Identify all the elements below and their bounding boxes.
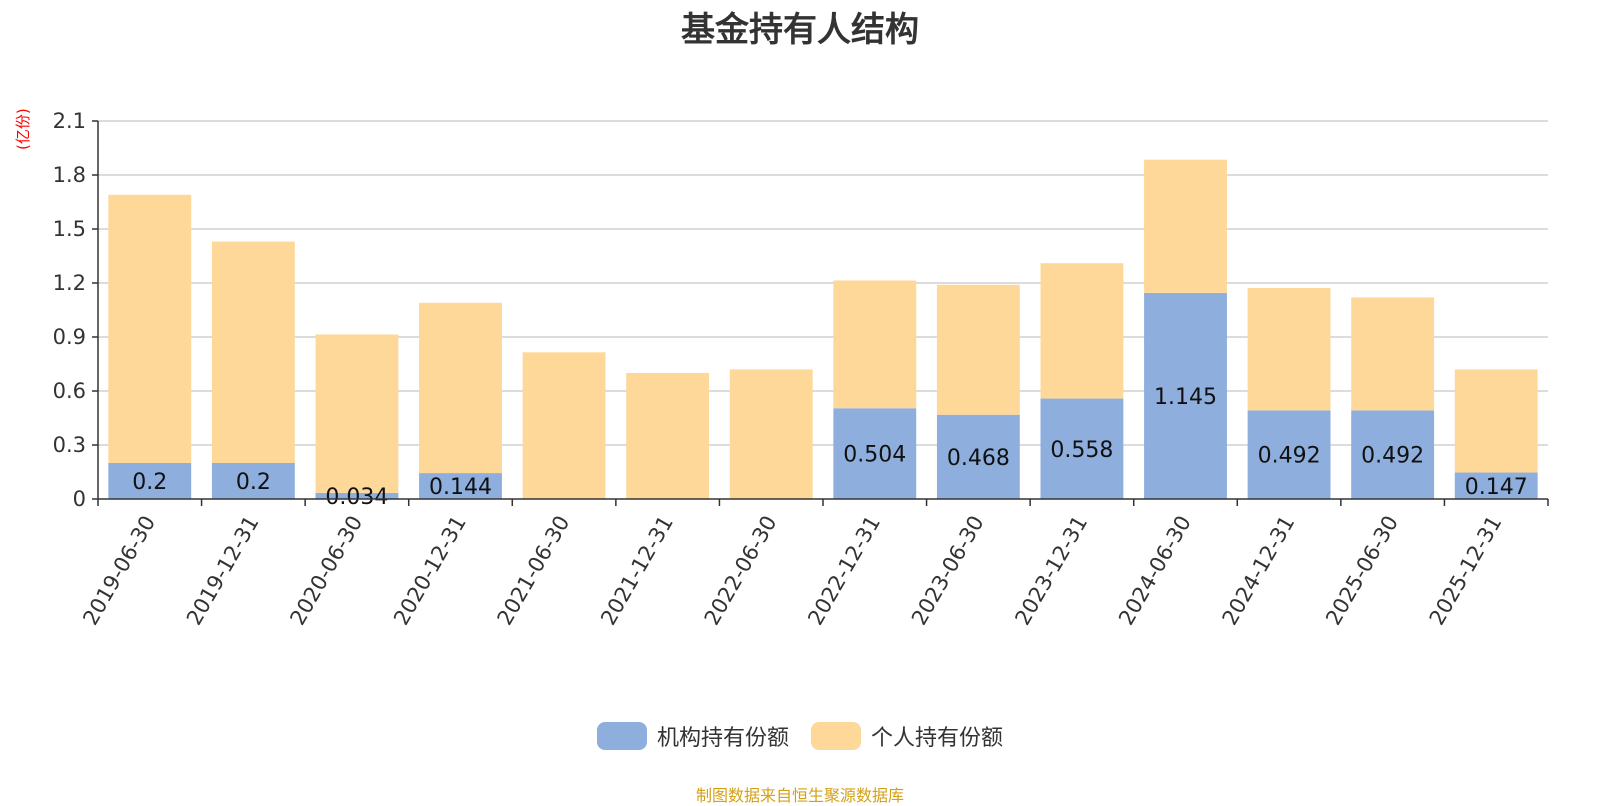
- data-label-institutional: 0.034: [325, 485, 388, 510]
- data-label-institutional: 0.558: [1050, 438, 1113, 463]
- data-label-institutional: 0.492: [1258, 444, 1321, 469]
- data-label-institutional: 0.2: [132, 470, 167, 495]
- x-tick-label: 2023-12-31: [1010, 512, 1092, 630]
- y-tick-label: 0.3: [53, 433, 86, 457]
- bar-individual: [315, 334, 399, 493]
- bar-individual: [522, 352, 606, 499]
- x-tick-label: 2021-06-30: [493, 512, 575, 630]
- data-label-institutional: 0.468: [947, 446, 1010, 471]
- x-tick-label: 2024-06-30: [1114, 512, 1196, 630]
- x-tick-label: 2022-12-31: [803, 512, 885, 630]
- bar-individual: [1040, 263, 1124, 399]
- bar-individual: [729, 369, 813, 499]
- bar-individual: [419, 302, 502, 474]
- y-tick-label: 1.8: [53, 163, 86, 187]
- bar-institutional: [1144, 292, 1227, 499]
- bars: [108, 159, 1538, 499]
- bar-institutional: [1454, 472, 1538, 499]
- x-tick-label: 2021-12-31: [596, 512, 678, 630]
- x-tick-label: 2022-06-30: [700, 512, 782, 630]
- legend-item-institutional[interactable]: 机构持有份额: [596, 720, 789, 752]
- x-tick-label: 2019-12-31: [182, 512, 264, 630]
- bar-institutional: [1351, 410, 1435, 499]
- data-label-institutional: 0.492: [1361, 444, 1424, 469]
- data-label-institutional: 1.145: [1154, 385, 1217, 410]
- bar-individual: [833, 280, 917, 409]
- legend-label-institutional: 机构持有份额: [656, 726, 789, 751]
- bar-individual: [211, 241, 295, 463]
- data-label-institutional: 0.144: [429, 475, 492, 500]
- bar-individual: [108, 194, 192, 464]
- x-tick-label: 2020-12-31: [389, 512, 471, 630]
- source-note: 制图数据来自恒生聚源数据库: [695, 786, 904, 805]
- bar-individual: [1144, 159, 1227, 293]
- legend: 机构持有份额 个人持有份额: [0, 720, 1600, 752]
- data-labels: 0.2 0.2 0.034 0.144 0.504 0.468 0.558 1.145 0.49…: [132, 385, 1527, 510]
- x-tick-label: 2025-06-30: [1321, 512, 1403, 630]
- y-tick-label: 0: [73, 487, 86, 511]
- bar-institutional: [833, 408, 917, 499]
- x-tick-label: 2023-06-30: [907, 512, 989, 630]
- bar-individual: [1351, 297, 1435, 411]
- data-label-institutional: 0.2: [236, 470, 271, 495]
- bar-institutional: [315, 492, 399, 499]
- bar-individual: [1454, 369, 1538, 473]
- bar-institutional: [1040, 398, 1124, 499]
- bar-individual: [936, 284, 1020, 415]
- x-tick-label: 2025-12-31: [1425, 512, 1507, 630]
- x-tick-label: 2019-06-30: [78, 512, 160, 630]
- y-tick-label: 1.2: [53, 271, 86, 295]
- chart-title: 基金持有人结构: [681, 10, 919, 50]
- x-tick-label: 2024-12-31: [1218, 512, 1300, 630]
- x-tick-label: 2020-06-30: [285, 512, 367, 630]
- data-label-institutional: 0.504: [843, 443, 906, 468]
- bar-institutional: [108, 463, 192, 499]
- bar-institutional: [1247, 410, 1331, 499]
- legend-label-individual: 个人持有份额: [871, 726, 1004, 751]
- y-tick-label: 1.5: [53, 217, 86, 241]
- bar-individual: [626, 373, 710, 499]
- y-tick-label: 2.1: [53, 109, 86, 133]
- bar-institutional: [936, 414, 1020, 499]
- data-label-institutional: 0.147: [1465, 475, 1528, 500]
- y-tick-label: 0.9: [53, 325, 86, 349]
- legend-swatch-individual: [811, 722, 861, 750]
- legend-swatch-institutional: [596, 722, 647, 750]
- bar-individual: [1247, 288, 1331, 411]
- legend-item-individual[interactable]: 个人持有份额: [811, 720, 1003, 752]
- bar-institutional: [419, 473, 502, 499]
- y-tick-label: 0.6: [53, 379, 86, 403]
- bar-institutional: [211, 463, 295, 499]
